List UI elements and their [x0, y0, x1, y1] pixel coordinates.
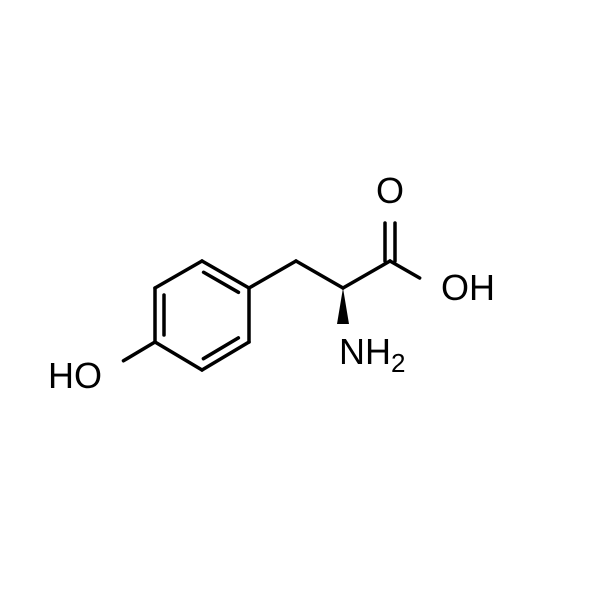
- carboxylic-oh-label: OH: [441, 267, 495, 308]
- carbonyl-oxygen-label: O: [376, 170, 404, 211]
- tyrosine-structure: HO O OH NH2: [0, 0, 600, 600]
- amine-label: NH2: [339, 331, 405, 378]
- hydroxyl-label: HO: [48, 355, 102, 396]
